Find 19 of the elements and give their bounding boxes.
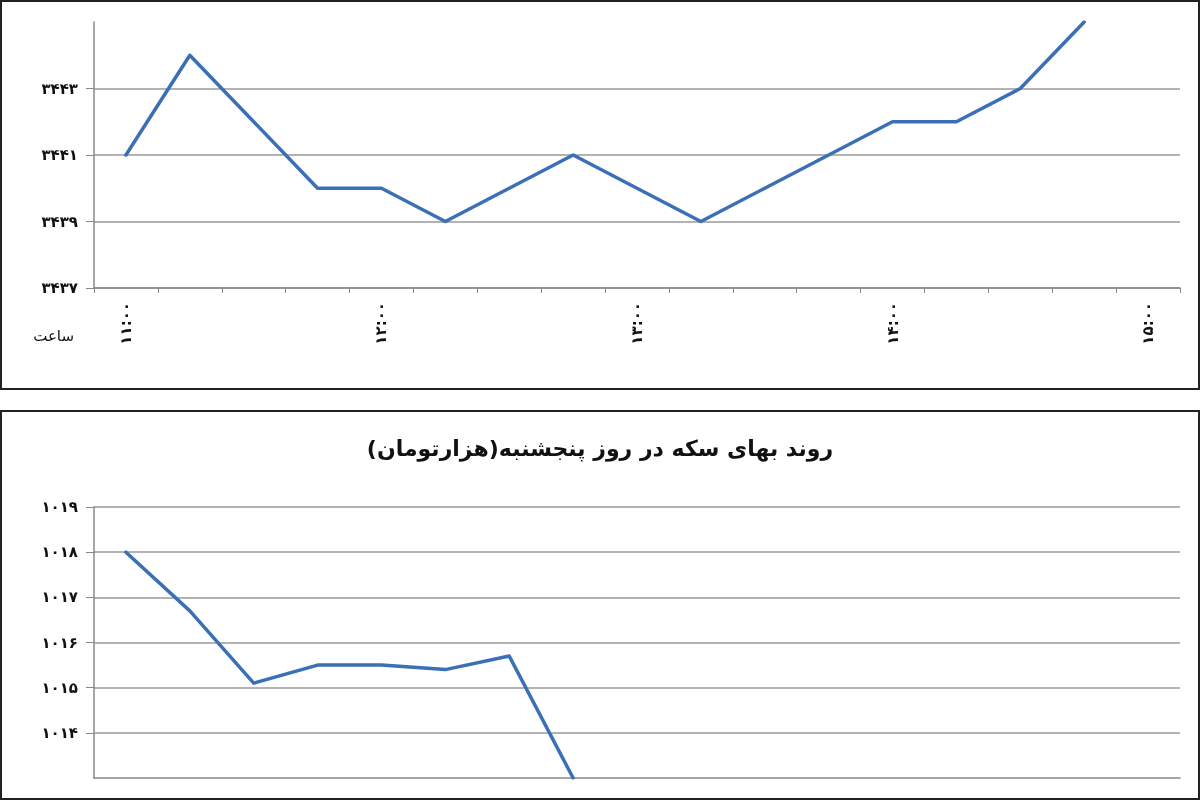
y-tick-label: ۱۰۱۹ — [41, 498, 78, 516]
y-tick-label: ۳۴۳۷ — [41, 279, 78, 297]
x-tick-label: ۱۳:۰۰ — [628, 302, 646, 345]
y-tick-label: ۳۴۳۹ — [41, 212, 78, 231]
x-tick-label: ۱۱:۰۰ — [116, 302, 135, 345]
chart-title: روند بهای سکه در روز پنجشنبه(هزارتومان) — [366, 435, 834, 462]
y-tick-label: ۱۰۱۸ — [41, 543, 78, 562]
y-tick-label: ۱۰۱۷ — [41, 588, 78, 607]
y-tick-label: ۳۴۴۱ — [41, 146, 78, 164]
y-tick-label: ۱۰۱۴ — [41, 723, 78, 742]
x-tick-label: ۱۲:۰۰ — [372, 302, 391, 345]
x-tick-label: ۱۵:۰۰ — [1139, 302, 1158, 345]
x-axis-title: ساعت — [33, 326, 74, 345]
y-tick-label: ۳۴۴۳ — [41, 79, 78, 98]
line-series — [124, 20, 1086, 224]
x-tick-label: ۱۴:۰۰ — [883, 302, 902, 345]
y-tick-label: ۱۰۱۶ — [41, 633, 78, 652]
line-series — [124, 550, 575, 780]
y-tick-label: ۱۰۱۵ — [41, 678, 78, 697]
